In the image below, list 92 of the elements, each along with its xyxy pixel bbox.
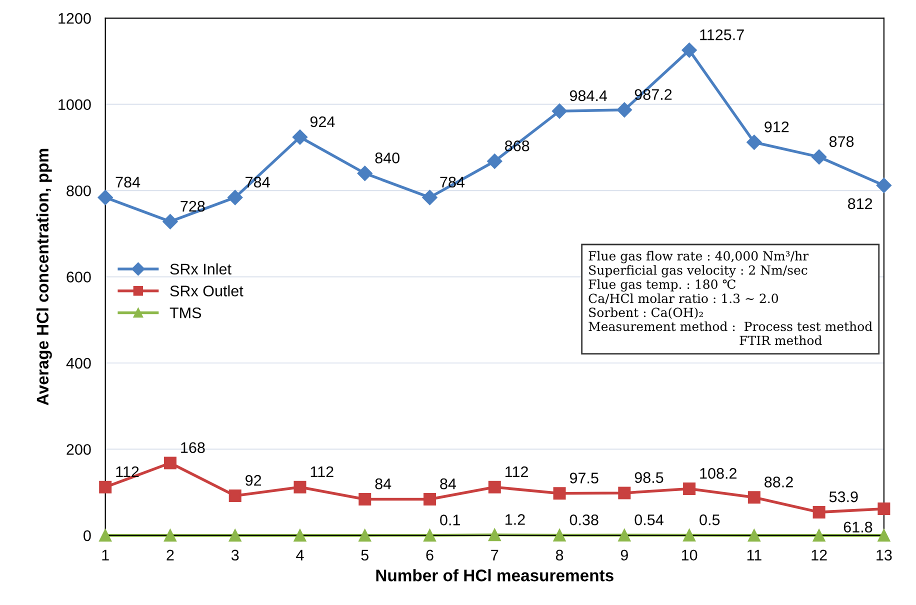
point	[294, 529, 306, 542]
data-label: 784	[116, 176, 140, 188]
data-label: 840	[375, 152, 400, 164]
point	[811, 149, 827, 165]
point	[424, 492, 436, 506]
data-label: 728	[180, 200, 205, 212]
point	[357, 166, 372, 181]
data-label: 1125.7	[700, 29, 744, 40]
data-label: 53.9	[829, 491, 858, 502]
x-tick-label: 2	[166, 550, 174, 560]
data-label: 878	[829, 136, 854, 147]
point	[99, 480, 112, 494]
data-label: 98.5	[634, 472, 664, 483]
point	[487, 154, 502, 169]
y-tick-label: 200	[66, 444, 91, 455]
point	[162, 214, 178, 230]
point	[876, 178, 892, 193]
x-tick-label: 1	[102, 550, 109, 560]
point	[683, 482, 696, 496]
point	[878, 529, 890, 542]
data-label: 97.5	[570, 472, 598, 484]
x-tick-label: 3	[231, 550, 239, 561]
legend-label: TMS	[170, 307, 202, 318]
data-label: 61.8	[844, 522, 872, 533]
data-label: 924	[310, 116, 335, 128]
point	[812, 529, 826, 542]
x-tick-label: 4	[296, 550, 304, 560]
point	[748, 491, 760, 504]
x-tick-label: 8	[556, 550, 564, 561]
point	[99, 529, 112, 542]
point	[422, 190, 438, 206]
point	[358, 492, 372, 506]
point	[552, 104, 568, 119]
point	[292, 130, 308, 145]
point	[164, 529, 176, 542]
data-label: 112	[116, 466, 139, 478]
x-tick-label: 6	[426, 550, 434, 561]
point	[878, 502, 890, 516]
x-axis-title: Number of HCl measurements	[376, 569, 614, 582]
annotation: Flue gas flow rate : 40,000 Nm³/hr Superficial gas velocity : 2 Nm/sec Flue gas temp. : 180 ℃ Ca/HCl molar ratio : 1.3 ~ 2.0 Sorbent : Ca(OH)₂ Measurement method : Process test method FTIR method	[588, 250, 872, 346]
legend-label: SRx Inlet	[170, 263, 232, 275]
point	[228, 190, 243, 206]
y-tick-label: 1200	[58, 13, 91, 24]
x-tick-label: 13	[876, 550, 892, 561]
y-tick-label: 1000	[58, 99, 91, 110]
point	[618, 528, 631, 542]
y-tick-label: 400	[66, 358, 91, 369]
x-tick-label: 11	[747, 550, 762, 560]
point	[682, 42, 697, 58]
point	[228, 529, 242, 542]
point	[553, 529, 566, 542]
data-label: 92	[246, 474, 262, 486]
data-label: 112	[310, 466, 334, 478]
data-label: 168	[181, 442, 205, 454]
point	[746, 134, 762, 150]
x-tick-label: 7	[491, 550, 498, 560]
point	[294, 480, 306, 494]
x-tick-label: 5	[361, 550, 368, 561]
y-tick-label: 800	[66, 185, 91, 196]
data-label: 88.2	[764, 476, 793, 488]
data-label: 1.2	[506, 514, 525, 525]
legend-label: SRx Outlet	[170, 285, 244, 296]
data-label: 0.38	[570, 514, 598, 526]
data-label: 0.54	[634, 514, 664, 526]
data-label: 812	[848, 198, 872, 210]
data-label: 84	[375, 478, 392, 490]
data-label: 0.5	[700, 514, 720, 526]
data-label: 108.2	[700, 468, 736, 479]
y-axis-title: Average HCl concentration, ppm	[36, 148, 52, 406]
point	[616, 102, 632, 118]
point	[553, 487, 566, 500]
data-label: 0.1	[440, 514, 460, 526]
x-tick-label: 12	[812, 550, 827, 560]
y-tick-label: 0	[84, 530, 91, 542]
y-tick-label: 600	[66, 272, 91, 282]
point	[488, 528, 501, 542]
point	[228, 490, 242, 502]
point	[812, 506, 826, 518]
point	[424, 529, 436, 542]
data-label: 112	[506, 466, 528, 478]
point	[358, 529, 372, 542]
point	[618, 486, 631, 500]
data-label: 912	[764, 122, 789, 132]
data-label: 84	[440, 478, 456, 490]
data-label: 984.4	[570, 90, 608, 102]
point	[748, 529, 760, 542]
point	[98, 190, 113, 206]
x-tick-label: 10	[682, 550, 698, 561]
point	[683, 528, 696, 542]
x-tick-label: 9	[620, 550, 628, 561]
point	[488, 480, 501, 494]
point	[164, 456, 176, 470]
